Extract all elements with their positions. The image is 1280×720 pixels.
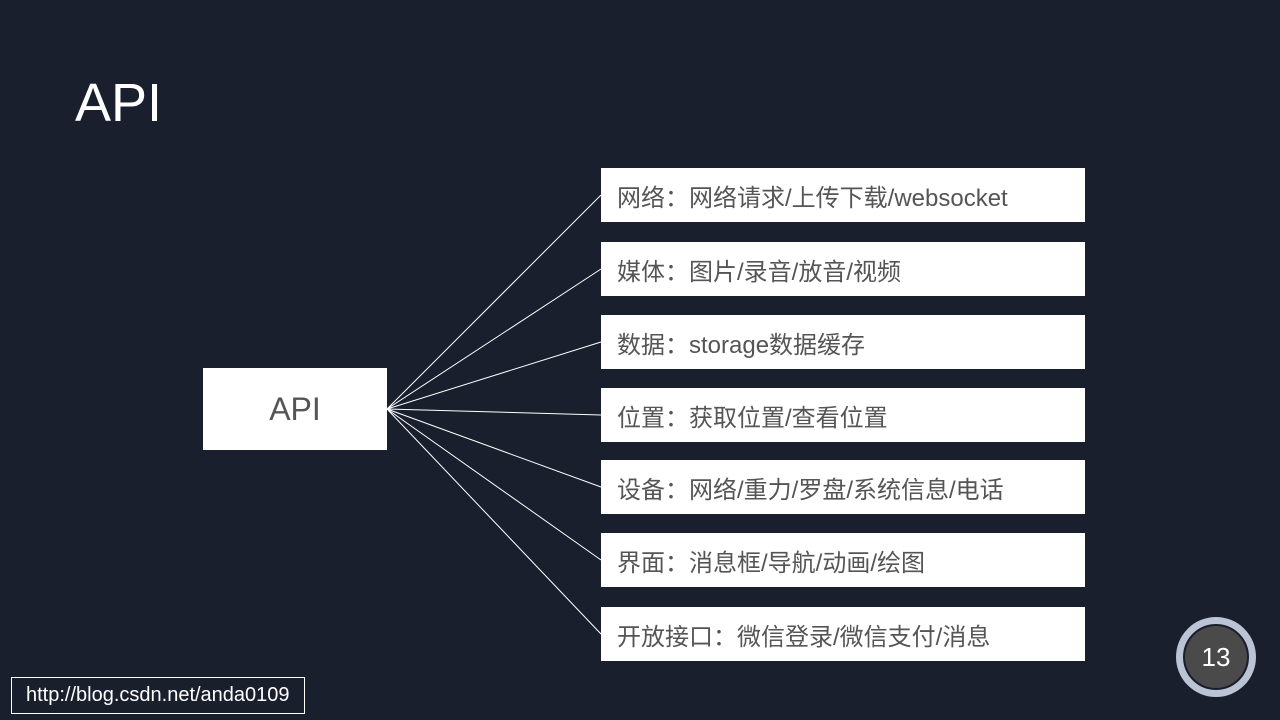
leaf-node-label: 设备：网络/重力/罗盘/系统信息/电话 [617,470,1004,505]
leaf-node-label: 位置：获取位置/查看位置 [617,398,888,433]
leaf-node-label: 数据：storage数据缓存 [617,325,865,360]
diagram-leaf-node: 界面：消息框/导航/动画/绘图 [601,533,1085,587]
leaf-node-label: 界面：消息框/导航/动画/绘图 [617,543,925,578]
slide-title: API [75,72,162,134]
leaf-node-label: 开放接口：微信登录/微信支付/消息 [617,617,990,652]
page-number-badge: 13 [1176,617,1256,697]
source-url: http://blog.csdn.net/anda0109 [11,677,305,714]
page-number: 13 [1202,642,1231,673]
diagram-center-node: API [203,368,387,450]
diagram-leaf-node: 开放接口：微信登录/微信支付/消息 [601,607,1085,661]
diagram-leaf-node: 设备：网络/重力/罗盘/系统信息/电话 [601,460,1085,514]
diagram-leaf-node: 媒体：图片/录音/放音/视频 [601,242,1085,296]
leaf-node-label: 媒体：图片/录音/放音/视频 [617,252,901,287]
diagram-leaf-node: 数据：storage数据缓存 [601,315,1085,369]
center-node-label: API [269,391,321,428]
diagram-leaf-node: 位置：获取位置/查看位置 [601,388,1085,442]
diagram-leaf-node: 网络：网络请求/上传下载/websocket [601,168,1085,222]
leaf-node-label: 网络：网络请求/上传下载/websocket [617,178,1008,213]
